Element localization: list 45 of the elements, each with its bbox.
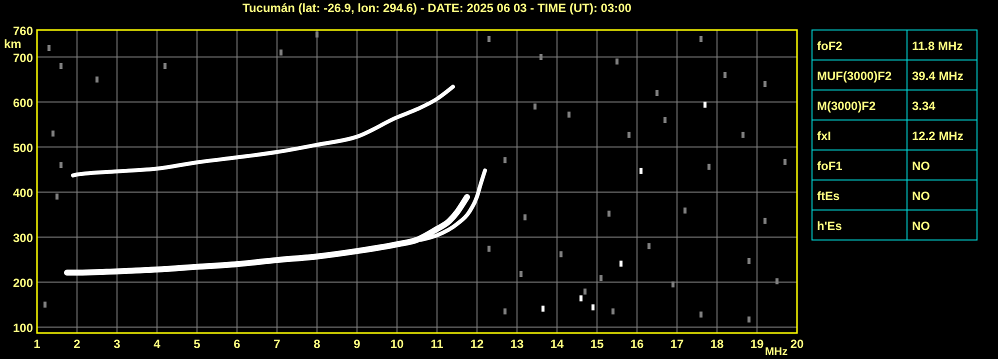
x-tick-label: 8 bbox=[314, 337, 321, 351]
x-tick-label: 5 bbox=[194, 337, 201, 351]
text: NO bbox=[912, 189, 930, 203]
y-tick-label: 300 bbox=[12, 231, 34, 246]
y-tick-label: 600 bbox=[12, 96, 34, 110]
text: MUF(3000)F2 bbox=[817, 69, 892, 83]
x-tick-label: 1 bbox=[34, 337, 41, 351]
x-tick-label: 13 bbox=[510, 337, 524, 351]
x-axis-title: MHz bbox=[765, 346, 788, 358]
x-tick-label: 12 bbox=[470, 337, 484, 351]
x-tick-label: 3 bbox=[114, 337, 121, 351]
text: 39.4 MHz bbox=[912, 69, 964, 83]
x-tick-label: 19 bbox=[750, 337, 764, 351]
y-tick-label: 760 bbox=[12, 24, 34, 38]
x-tick-label: 11 bbox=[430, 337, 444, 351]
text: NO bbox=[912, 159, 930, 173]
text: foF2 bbox=[817, 39, 843, 53]
x-tick-label: 2 bbox=[74, 337, 81, 351]
text: h'Es bbox=[817, 219, 842, 233]
text: foF1 bbox=[817, 159, 843, 173]
x-tick-label: 14 bbox=[550, 337, 564, 351]
x-tick-label: 10 bbox=[390, 337, 404, 351]
y-tick-label: 700 bbox=[12, 51, 34, 66]
x-tick-label: 17 bbox=[670, 337, 684, 351]
x-tick-label: 9 bbox=[354, 337, 361, 351]
text: 12.2 MHz bbox=[912, 129, 964, 143]
x-tick-label: 7 bbox=[274, 337, 281, 351]
x-tick-label: 6 bbox=[234, 337, 241, 351]
text: M(3000)F2 bbox=[817, 99, 876, 113]
y-tick-label: 200 bbox=[12, 276, 34, 290]
text: fxI bbox=[817, 129, 832, 143]
x-tick-label: 20 bbox=[790, 337, 804, 351]
chart-title: Tucumán (lat: -26.9, lon: 294.6) - DATE: 2025 06 03 - TIME (UT): 03:00 bbox=[242, 1, 632, 15]
text: 11.8 MHz bbox=[912, 39, 963, 53]
y-tick-label: 400 bbox=[12, 186, 34, 200]
x-tick-label: 15 bbox=[590, 337, 604, 351]
y-tick-label: 500 bbox=[12, 141, 34, 156]
y-tick-label: 100 bbox=[12, 321, 34, 336]
y-axis-title: km bbox=[4, 37, 22, 51]
text: ftEs bbox=[817, 189, 840, 203]
text: 3.34 bbox=[912, 99, 936, 113]
x-tick-label: 16 bbox=[630, 337, 644, 351]
x-tick-label: 4 bbox=[154, 337, 161, 351]
text: NO bbox=[912, 219, 930, 233]
x-tick-label: 18 bbox=[710, 337, 724, 351]
